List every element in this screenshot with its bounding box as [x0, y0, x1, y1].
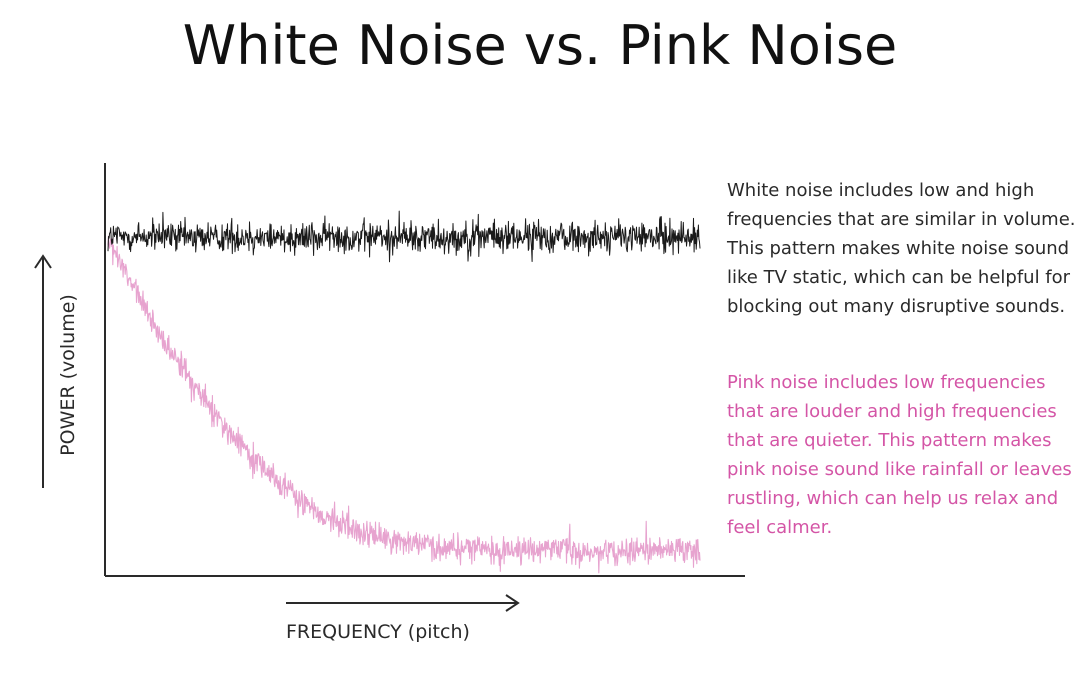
- y-axis-arrow: [34, 254, 52, 488]
- series-layer: [107, 210, 701, 574]
- x-axis-label: FREQUENCY (pitch): [286, 621, 470, 643]
- page-title: White Noise vs. Pink Noise: [182, 14, 898, 77]
- white-noise-line: [107, 210, 701, 263]
- white-noise-description: White noise includes low and high freque…: [727, 180, 1076, 317]
- y-axis-label: POWER (volume): [57, 294, 79, 456]
- pink-noise-description: Pink noise includes low frequencies that…: [727, 372, 1072, 538]
- x-axis-arrow: [286, 594, 520, 612]
- pink-noise-line: [107, 235, 701, 574]
